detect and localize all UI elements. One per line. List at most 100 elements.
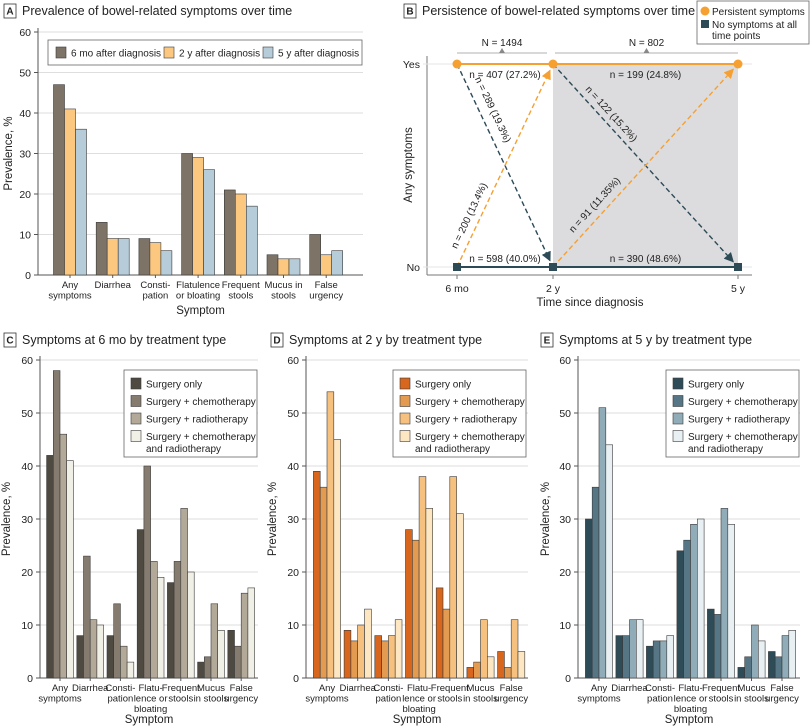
bar: [277, 258, 290, 276]
bar: [96, 624, 104, 679]
bar: [781, 635, 790, 679]
bar: [343, 629, 352, 679]
legend-label: Surgery + chemotherapy: [146, 432, 256, 443]
y-tick-label: 30: [19, 149, 31, 161]
x-tick-label: bloating: [674, 704, 707, 715]
bar: [106, 635, 114, 679]
y-tick-label: 20: [287, 567, 299, 579]
bar: [326, 391, 335, 679]
bar: [160, 250, 173, 276]
bar: [646, 645, 654, 679]
legend-swatch: [130, 377, 142, 390]
bar: [598, 407, 607, 679]
legend-label: Surgery + chemotherapy: [415, 432, 525, 443]
x-tick-label: 6 mo: [445, 283, 469, 295]
y-tick-label: 20: [21, 567, 33, 579]
y-tick-label: 30: [559, 514, 571, 526]
bar: [480, 619, 488, 679]
x-tick-label: stools: [168, 694, 193, 705]
legend-swatch: [130, 412, 142, 425]
bar: [425, 508, 433, 679]
panel-header-B: B Persistence of bowel-related symptoms o…: [403, 3, 695, 19]
y-tick-label: 40: [19, 108, 31, 120]
x-tick-label: Flatu-: [138, 683, 162, 694]
legend-swatch: [399, 430, 411, 442]
cohort-marker: [499, 48, 505, 53]
persistent-marker: [733, 59, 743, 69]
bar: [136, 529, 145, 679]
legend-label: Surgery + chemotherapy: [688, 397, 798, 408]
bar: [364, 608, 372, 679]
bar: [113, 603, 121, 679]
legend-label: Surgery only: [688, 380, 744, 391]
legend-swatch: [399, 377, 411, 390]
x-tick-label: Any: [62, 280, 79, 291]
no-symptom-marker: [453, 263, 461, 271]
bar: [83, 555, 91, 679]
bar: [309, 234, 322, 276]
legend-label: Persistent symptoms: [712, 7, 805, 18]
legend-label: Surgery + chemotherapy: [146, 397, 256, 408]
y-axis-label: Prevalence, %: [1, 482, 13, 556]
legend-swatch: [262, 46, 274, 59]
x-tick-label: Any: [591, 683, 608, 694]
legend-label: Surgery only: [415, 380, 471, 391]
panel-letter: C: [6, 336, 13, 347]
x-tick-label: urgency: [224, 694, 258, 705]
panel-letter-box: [403, 3, 417, 19]
bar: [247, 587, 255, 679]
transition-label: n = 407 (27.2%): [469, 70, 540, 81]
x-tick-label: 2 y: [546, 283, 561, 295]
legend: Surgery only Surgery + chemotherapy Surger…: [392, 369, 527, 458]
panel-d: 0 10 20 30 40 50 60 AnysymptomsDiarrheaConsti-p…: [267, 355, 528, 726]
bar: [319, 486, 328, 679]
y-axis-label: Prevalence, %: [3, 116, 15, 190]
bar: [210, 603, 218, 679]
bar: [138, 238, 151, 276]
panel-header-A: A Prevalence of bowel-related symptoms ov…: [3, 3, 292, 19]
x-tick-label: False: [500, 683, 523, 694]
x-tick-label: bloating: [402, 704, 435, 715]
y-tick-label: 40: [287, 461, 299, 473]
x-tick-label: pation: [647, 694, 673, 705]
y-tick-label: No: [407, 262, 421, 274]
bar: [635, 619, 644, 679]
x-tick-label: or bloating: [176, 291, 220, 302]
bar: [737, 667, 746, 679]
y-axis-label: Any symptoms: [403, 127, 415, 203]
bar: [486, 656, 495, 679]
bar: [388, 635, 396, 679]
bar: [117, 238, 130, 276]
bar: [288, 258, 301, 276]
bar: [59, 433, 67, 679]
x-tick-label: urgency: [494, 694, 528, 705]
y-tick-label: 50: [287, 408, 299, 420]
legend-label: Surgery + radiotherapy: [688, 415, 790, 426]
bar: [497, 651, 505, 679]
x-tick-label: 5 y: [731, 283, 746, 295]
y-tick-label: 10: [287, 620, 299, 632]
legend-label: 5 y after diagnosis: [278, 49, 359, 60]
cohort-label: N = 1494: [482, 38, 523, 49]
bar: [240, 592, 249, 679]
cohort-marker: [643, 48, 650, 53]
x-tick-label: stools: [709, 694, 734, 705]
y-tick-label: 30: [287, 514, 299, 526]
bar: [320, 254, 333, 276]
bar: [435, 587, 444, 679]
legend: Surgery only Surgery + chemotherapy Surger…: [123, 369, 258, 458]
bar: [585, 518, 593, 679]
bar: [744, 656, 752, 679]
y-tick-label: 10: [19, 230, 31, 242]
bar: [126, 661, 135, 679]
x-tick-label: False: [770, 683, 793, 694]
legend-swatch: [130, 395, 142, 407]
bar: [449, 476, 457, 679]
legend-label: Surgery + chemotherapy: [688, 432, 798, 443]
y-tick-label: 60: [287, 355, 299, 367]
x-tick-label: Diarrhea: [611, 683, 648, 694]
transition-line: [552, 68, 734, 268]
x-tick-label: symptoms: [305, 694, 349, 705]
transition-label: n = 390 (48.6%): [610, 254, 681, 265]
